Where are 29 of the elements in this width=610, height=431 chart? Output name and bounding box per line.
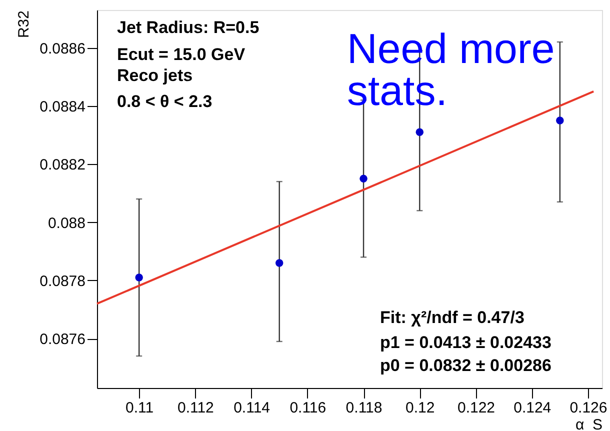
y-axis-title: R32 xyxy=(16,10,33,38)
x-axis-title: α_S xyxy=(575,416,602,431)
point xyxy=(135,274,143,282)
point xyxy=(275,259,284,267)
y-tick-label: 0.0876 xyxy=(40,331,86,348)
annotation: p1 = 0.0413 ± 0.02433 xyxy=(380,333,552,352)
y-tick-label: 0.0878 xyxy=(40,272,86,290)
x-tick-label: 0.126 xyxy=(570,400,608,416)
point xyxy=(360,174,368,183)
annotation: Jet Radius: R=0.5 xyxy=(117,18,260,37)
y-tick-label: 0.0886 xyxy=(40,40,86,58)
annotation: Reco jets xyxy=(117,66,193,85)
annotation: Fit: χ²/ndf = 0.47/3 xyxy=(380,308,524,327)
x-tick-label: 0.112 xyxy=(177,400,214,416)
y-tick-label: 0.0884 xyxy=(40,98,86,116)
point xyxy=(416,128,424,136)
point xyxy=(556,116,564,124)
x-tick-label: 0.124 xyxy=(514,400,552,416)
x-tick-label: 0.114 xyxy=(234,400,270,416)
x-tick-label: 0.12 xyxy=(406,400,435,416)
x-tick-label: 0.122 xyxy=(457,400,496,416)
y-tick-label: 0.088 xyxy=(48,214,86,232)
annotation: p0 = 0.0832 ± 0.00286 xyxy=(380,356,552,375)
y-tick-label: 0.0882 xyxy=(40,156,86,174)
x-tick-label: 0.11 xyxy=(126,400,154,416)
x-tick-label: 0.118 xyxy=(346,400,382,416)
annotation: Ecut = 15.0 GeV xyxy=(117,45,246,64)
x-tick-label: 0.116 xyxy=(290,400,326,416)
annotation: 0.8 < θ < 2.3 xyxy=(117,92,212,111)
